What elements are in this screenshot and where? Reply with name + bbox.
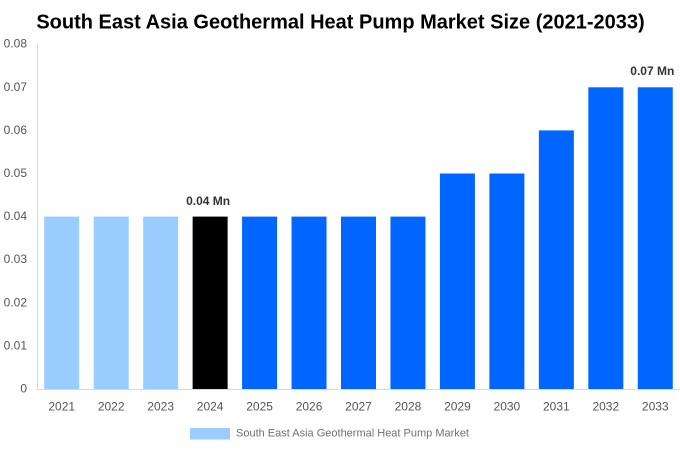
svg-text:2029: 2029	[444, 400, 471, 414]
svg-text:2022: 2022	[98, 400, 125, 414]
svg-text:0: 0	[20, 382, 27, 396]
svg-text:2026: 2026	[296, 400, 323, 414]
svg-text:2033: 2033	[642, 400, 669, 414]
svg-text:2032: 2032	[592, 400, 619, 414]
svg-text:2024: 2024	[197, 400, 224, 414]
svg-text:2021: 2021	[48, 400, 75, 414]
svg-text:0.02: 0.02	[4, 295, 28, 309]
svg-text:0.07: 0.07	[4, 80, 28, 94]
svg-text:2030: 2030	[494, 400, 521, 414]
svg-text:0.04: 0.04	[4, 209, 28, 223]
svg-text:South East Asia Geothermal Hea: South East Asia Geothermal Heat Pump Mar…	[36, 12, 644, 34]
svg-text:0.04 Mn: 0.04 Mn	[186, 194, 230, 208]
svg-text:0.07 Mn: 0.07 Mn	[630, 64, 674, 78]
svg-text:2023: 2023	[147, 400, 174, 414]
svg-text:2027: 2027	[345, 400, 372, 414]
svg-text:0.05: 0.05	[4, 166, 28, 180]
svg-text:0.08: 0.08	[4, 37, 28, 51]
svg-text:South East Asia Geothermal Hea: South East Asia Geothermal Heat Pump Mar…	[236, 428, 469, 440]
svg-text:2028: 2028	[395, 400, 422, 414]
svg-text:0.03: 0.03	[4, 252, 28, 266]
svg-text:2025: 2025	[246, 400, 273, 414]
svg-text:0.06: 0.06	[4, 123, 28, 137]
svg-text:2031: 2031	[543, 400, 570, 414]
svg-text:0.01: 0.01	[4, 338, 28, 352]
